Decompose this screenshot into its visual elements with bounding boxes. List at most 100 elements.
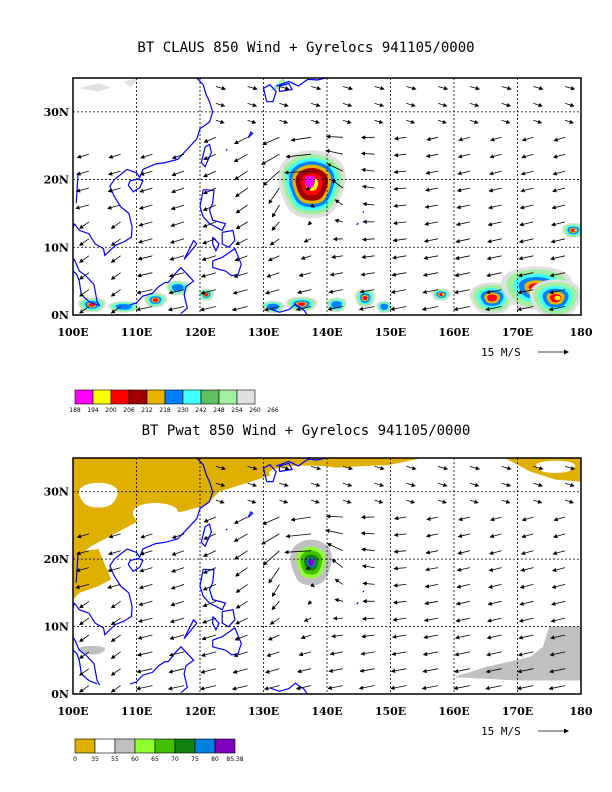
wind-vector-head [361, 254, 366, 260]
wind-vector-head [453, 289, 459, 295]
wind-vector-head [392, 617, 398, 622]
wind-vector-head [361, 167, 366, 173]
wind-vector-head [347, 499, 352, 504]
wind-vector [286, 533, 312, 537]
coastlines [73, 78, 365, 315]
wind-vector-head [221, 86, 227, 91]
wind-vector-head [394, 516, 399, 521]
x-tick-label: 120E [184, 705, 215, 718]
coastline [130, 660, 169, 685]
wind-vector-head [220, 119, 225, 124]
wind-vector-head [79, 275, 84, 280]
wind-vector-head [233, 158, 239, 163]
coastline [75, 552, 79, 583]
wind-vector-head [110, 671, 116, 676]
y-tick-label: 10N [44, 241, 69, 254]
colorbar-swatch [174, 738, 196, 754]
colorbar-label: 188 [69, 407, 81, 414]
wind-vector-head [267, 257, 273, 262]
wind-vector-head [517, 289, 522, 295]
wind-vector-head [110, 275, 116, 280]
wind-vector-head [268, 199, 273, 205]
x-tick-label: 180 [570, 326, 593, 339]
wind-vector-head [325, 134, 331, 139]
wind-vector-head [486, 256, 492, 261]
wind-vector-head [202, 552, 208, 557]
wind-vector-head [262, 141, 267, 146]
wind-vector-head [295, 306, 301, 312]
wind-vector-head [107, 551, 113, 556]
wind-vector-head [347, 119, 352, 124]
wind-vector-head [200, 669, 206, 674]
wind-vector-head [390, 289, 396, 294]
wind-vector-head [488, 567, 494, 572]
wind-vector-head [393, 583, 398, 588]
wind-vector-head [135, 307, 141, 312]
wind-vector-head [138, 601, 144, 607]
cloud-area [171, 284, 184, 292]
wind-vector-head [295, 685, 301, 691]
wind-vector-head [505, 119, 511, 124]
colorbar-label: 266 [267, 407, 279, 414]
wind-vector-head [203, 535, 209, 540]
coastline [225, 148, 228, 151]
x-tick-label: 170E [502, 705, 533, 718]
wind-vector-head [135, 686, 141, 691]
moisture-area [308, 559, 315, 566]
wind-vector-head [505, 499, 511, 504]
wind-vector-head [456, 567, 462, 572]
wind-vector-head [171, 172, 177, 177]
wind-vector-head [423, 238, 429, 243]
wind-vector-head [518, 635, 523, 640]
wind-vector-head [426, 136, 431, 142]
wind-vector-head [310, 582, 315, 588]
wind-vector-head [411, 482, 416, 488]
wind-vector-head [393, 549, 398, 554]
wind-vector [261, 153, 280, 165]
moisture-area [132, 502, 179, 528]
coastline [167, 645, 195, 694]
wind-vector-head [290, 517, 296, 522]
colorbar-label: 200 [105, 407, 117, 414]
x-tick-label: 160E [438, 326, 469, 339]
wind-vector-head [486, 652, 491, 657]
wind-vector-head [108, 534, 114, 539]
x-tick-label: 140E [311, 326, 342, 339]
coastline [73, 602, 101, 686]
wind-vector-head [110, 224, 116, 229]
y-tick-label: 30N [44, 486, 69, 499]
coastline [73, 649, 98, 685]
x-tick-label: 160E [438, 705, 469, 718]
coastline [212, 616, 220, 632]
cloud-area [439, 293, 444, 297]
wind-vector-head [550, 256, 555, 261]
claus-map: 100E 110E 120E 130E 140E 150E 160E 170E 180 0N 10N… [44, 77, 593, 414]
wind-vector-head [487, 618, 492, 623]
wind-vector-head [220, 102, 226, 108]
wind-vector-head [235, 604, 241, 609]
colorbar-label: 254 [231, 407, 243, 414]
coastline [262, 84, 277, 103]
wind-vector-head [391, 272, 397, 277]
wind-vector-head [359, 668, 365, 673]
coastline [221, 229, 236, 249]
wind-vector-head [235, 225, 241, 230]
y-tick-label: 20N [44, 174, 69, 187]
wind-vectors [75, 466, 576, 693]
wind-vector-head [488, 550, 494, 556]
wind-vector-head [202, 586, 208, 591]
colorbar-label: 242 [195, 407, 207, 414]
wind-vector-head [136, 290, 142, 295]
coastline [199, 189, 227, 232]
wind-vector-head [485, 685, 490, 691]
wind-vector-head [411, 466, 417, 471]
wind-vector-head [548, 306, 554, 312]
wind-vector-head [379, 102, 385, 108]
wind-vector-head [456, 204, 461, 210]
wind-vector-head [379, 482, 385, 488]
wind-vector-head [234, 257, 240, 262]
wind-vector-head [75, 567, 81, 573]
cloud-area [331, 301, 342, 309]
wind-vector-head [221, 466, 227, 471]
wind-vector-head [297, 669, 302, 674]
